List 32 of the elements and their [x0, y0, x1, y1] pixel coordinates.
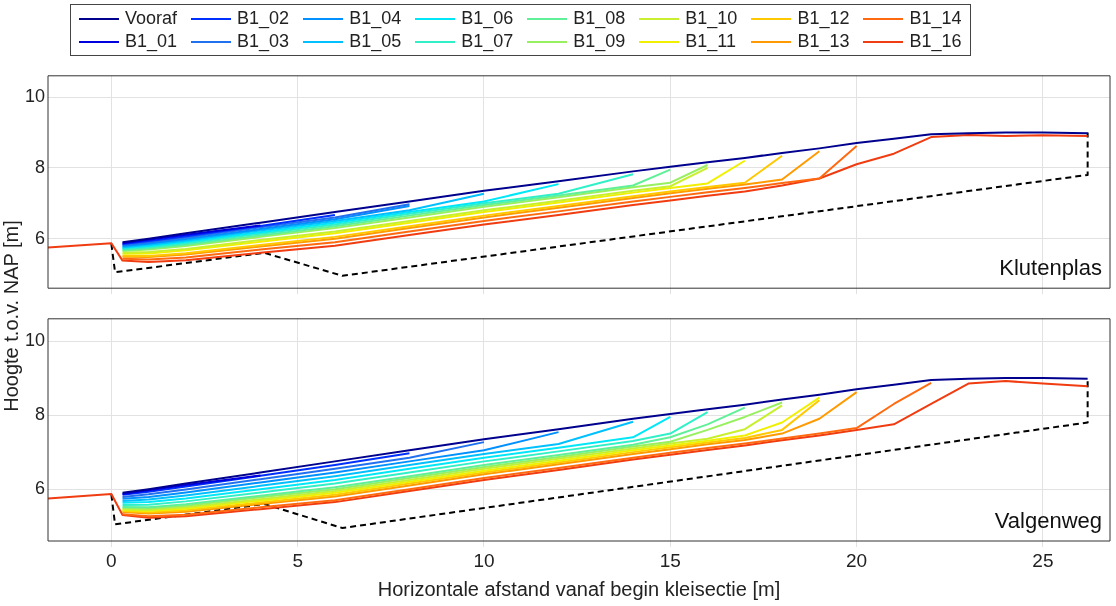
x-tick-label: 20 [846, 549, 868, 571]
y-tick-label: 6 [34, 227, 45, 248]
legend-label: B1_03 [237, 30, 290, 53]
x-axis-title: Horizontale afstand vanaf begin kleisectie [m] [377, 577, 781, 600]
y-tick-label: 8 [34, 156, 45, 177]
x-tick-label: 5 [292, 549, 303, 571]
legend-label: Vooraf [125, 7, 178, 30]
y-tick-label: 10 [24, 86, 45, 107]
legend-label: B1_10 [685, 7, 738, 30]
y-axis-title: Hoogte t.o.v. NAP [m] [0, 220, 23, 412]
y-tick-label: 8 [34, 404, 45, 425]
legend-label: B1_07 [461, 30, 514, 53]
x-tick-label: 0 [106, 549, 117, 571]
annotation: Valgenweg [994, 508, 1102, 534]
legend-label: B1_05 [349, 30, 402, 53]
y-tick-label: 10 [24, 329, 45, 350]
legend-label: B1_08 [573, 7, 626, 30]
legend-label: B1_13 [797, 30, 850, 53]
legend-label: B1_04 [349, 7, 402, 30]
legend-label: B1_01 [125, 30, 178, 53]
legend-label: B1_09 [573, 30, 626, 53]
x-tick-label: 25 [1032, 549, 1054, 571]
legend-label: B1_16 [909, 30, 962, 53]
x-tick-label: 10 [473, 549, 495, 571]
y-tick-label: 6 [34, 478, 45, 499]
x-tick-label: 15 [659, 549, 681, 571]
legend-label: B1_11 [685, 30, 737, 53]
legend-label: B1_02 [237, 7, 290, 30]
legend-label: B1_06 [461, 7, 514, 30]
legend-label: B1_12 [797, 7, 850, 30]
legend-label: B1_14 [909, 7, 962, 30]
annotation: Klutenplas [999, 255, 1102, 281]
